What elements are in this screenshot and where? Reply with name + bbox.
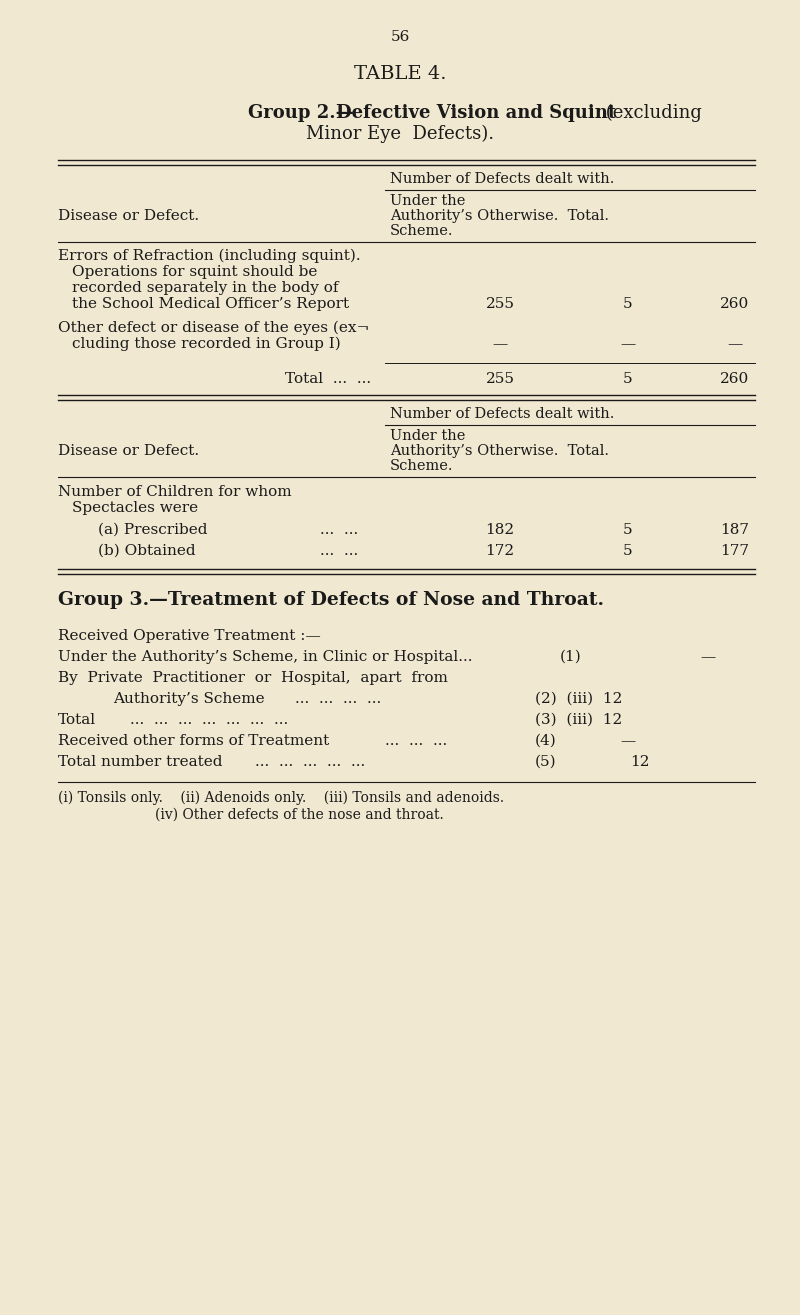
Text: —: —	[700, 650, 715, 664]
Text: (1): (1)	[560, 650, 582, 664]
Text: (iv) Other defects of the nose and throat.: (iv) Other defects of the nose and throa…	[155, 807, 444, 822]
Text: (excluding: (excluding	[600, 104, 702, 122]
Text: 187: 187	[721, 523, 750, 537]
Text: ...  ...  ...  ...  ...: ... ... ... ... ...	[255, 755, 366, 769]
Text: 255: 255	[486, 372, 514, 387]
Text: Disease or Defect.: Disease or Defect.	[58, 209, 199, 224]
Text: Group 2.—: Group 2.—	[248, 104, 354, 122]
Text: recorded separately in the body of: recorded separately in the body of	[72, 281, 338, 295]
Text: Defective Vision and Squint: Defective Vision and Squint	[336, 104, 616, 122]
Text: Authority’s Otherwise.  Total.: Authority’s Otherwise. Total.	[390, 209, 609, 224]
Text: ...  ...: ... ...	[320, 544, 358, 558]
Text: Under the: Under the	[390, 195, 466, 208]
Text: Under the Authority’s Scheme, in Clinic or Hospital...: Under the Authority’s Scheme, in Clinic …	[58, 650, 473, 664]
Text: the School Medical Officer’s Report: the School Medical Officer’s Report	[72, 297, 349, 312]
Text: (i) Tonsils only.    (ii) Adenoids only.    (iii) Tonsils and adenoids.: (i) Tonsils only. (ii) Adenoids only. (i…	[58, 792, 504, 805]
Text: 5: 5	[623, 544, 633, 558]
Text: Operations for squint should be: Operations for squint should be	[72, 266, 318, 279]
Text: Number of Children for whom: Number of Children for whom	[58, 485, 292, 498]
Text: Total number treated: Total number treated	[58, 755, 222, 769]
Text: Authority’s Otherwise.  Total.: Authority’s Otherwise. Total.	[390, 444, 609, 458]
Text: Number of Defects dealt with.: Number of Defects dealt with.	[390, 172, 614, 185]
Text: 5: 5	[623, 297, 633, 312]
Text: Number of Defects dealt with.: Number of Defects dealt with.	[390, 408, 614, 421]
Text: —: —	[620, 734, 635, 748]
Text: 172: 172	[486, 544, 514, 558]
Text: Scheme.: Scheme.	[390, 459, 454, 473]
Text: 182: 182	[486, 523, 514, 537]
Text: Errors of Refraction (including squint).: Errors of Refraction (including squint).	[58, 249, 361, 263]
Text: 12: 12	[630, 755, 650, 769]
Text: (5): (5)	[535, 755, 557, 769]
Text: 56: 56	[390, 30, 410, 43]
Text: cluding those recorded in Group I): cluding those recorded in Group I)	[72, 337, 341, 351]
Text: Scheme.: Scheme.	[390, 224, 454, 238]
Text: (4): (4)	[535, 734, 557, 748]
Text: By  Private  Practitioner  or  Hospital,  apart  from: By Private Practitioner or Hospital, apa…	[58, 671, 448, 685]
Text: Received Operative Treatment :—: Received Operative Treatment :—	[58, 629, 321, 643]
Text: Disease or Defect.: Disease or Defect.	[58, 444, 199, 458]
Text: Authority’s Scheme: Authority’s Scheme	[113, 692, 265, 706]
Text: ...  ...  ...: ... ... ...	[385, 734, 447, 748]
Text: Received other forms of Treatment: Received other forms of Treatment	[58, 734, 330, 748]
Text: (a) Prescribed: (a) Prescribed	[98, 523, 207, 537]
Text: Total: Total	[58, 713, 96, 727]
Text: TABLE 4.: TABLE 4.	[354, 64, 446, 83]
Text: 260: 260	[720, 372, 750, 387]
Text: —: —	[492, 337, 508, 351]
Text: ...  ...  ...  ...: ... ... ... ...	[295, 692, 382, 706]
Text: Under the: Under the	[390, 429, 466, 443]
Text: ...  ...  ...  ...  ...  ...  ...: ... ... ... ... ... ... ...	[130, 713, 288, 727]
Text: Spectacles were: Spectacles were	[72, 501, 198, 515]
Text: 177: 177	[721, 544, 750, 558]
Text: ...  ...: ... ...	[320, 523, 358, 537]
Text: 255: 255	[486, 297, 514, 312]
Text: Minor Eye  Defects).: Minor Eye Defects).	[306, 125, 494, 143]
Text: —: —	[727, 337, 742, 351]
Text: Total  ...  ...: Total ... ...	[285, 372, 371, 387]
Text: (b) Obtained: (b) Obtained	[98, 544, 196, 558]
Text: (3)  (iii)  12: (3) (iii) 12	[535, 713, 622, 727]
Text: Other defect or disease of the eyes (ex¬: Other defect or disease of the eyes (ex¬	[58, 321, 370, 335]
Text: (2)  (iii)  12: (2) (iii) 12	[535, 692, 622, 706]
Text: —: —	[620, 337, 636, 351]
Text: 5: 5	[623, 523, 633, 537]
Text: 260: 260	[720, 297, 750, 312]
Text: 5: 5	[623, 372, 633, 387]
Text: Group 3.—Treatment of Defects of Nose and Throat.: Group 3.—Treatment of Defects of Nose an…	[58, 590, 604, 609]
